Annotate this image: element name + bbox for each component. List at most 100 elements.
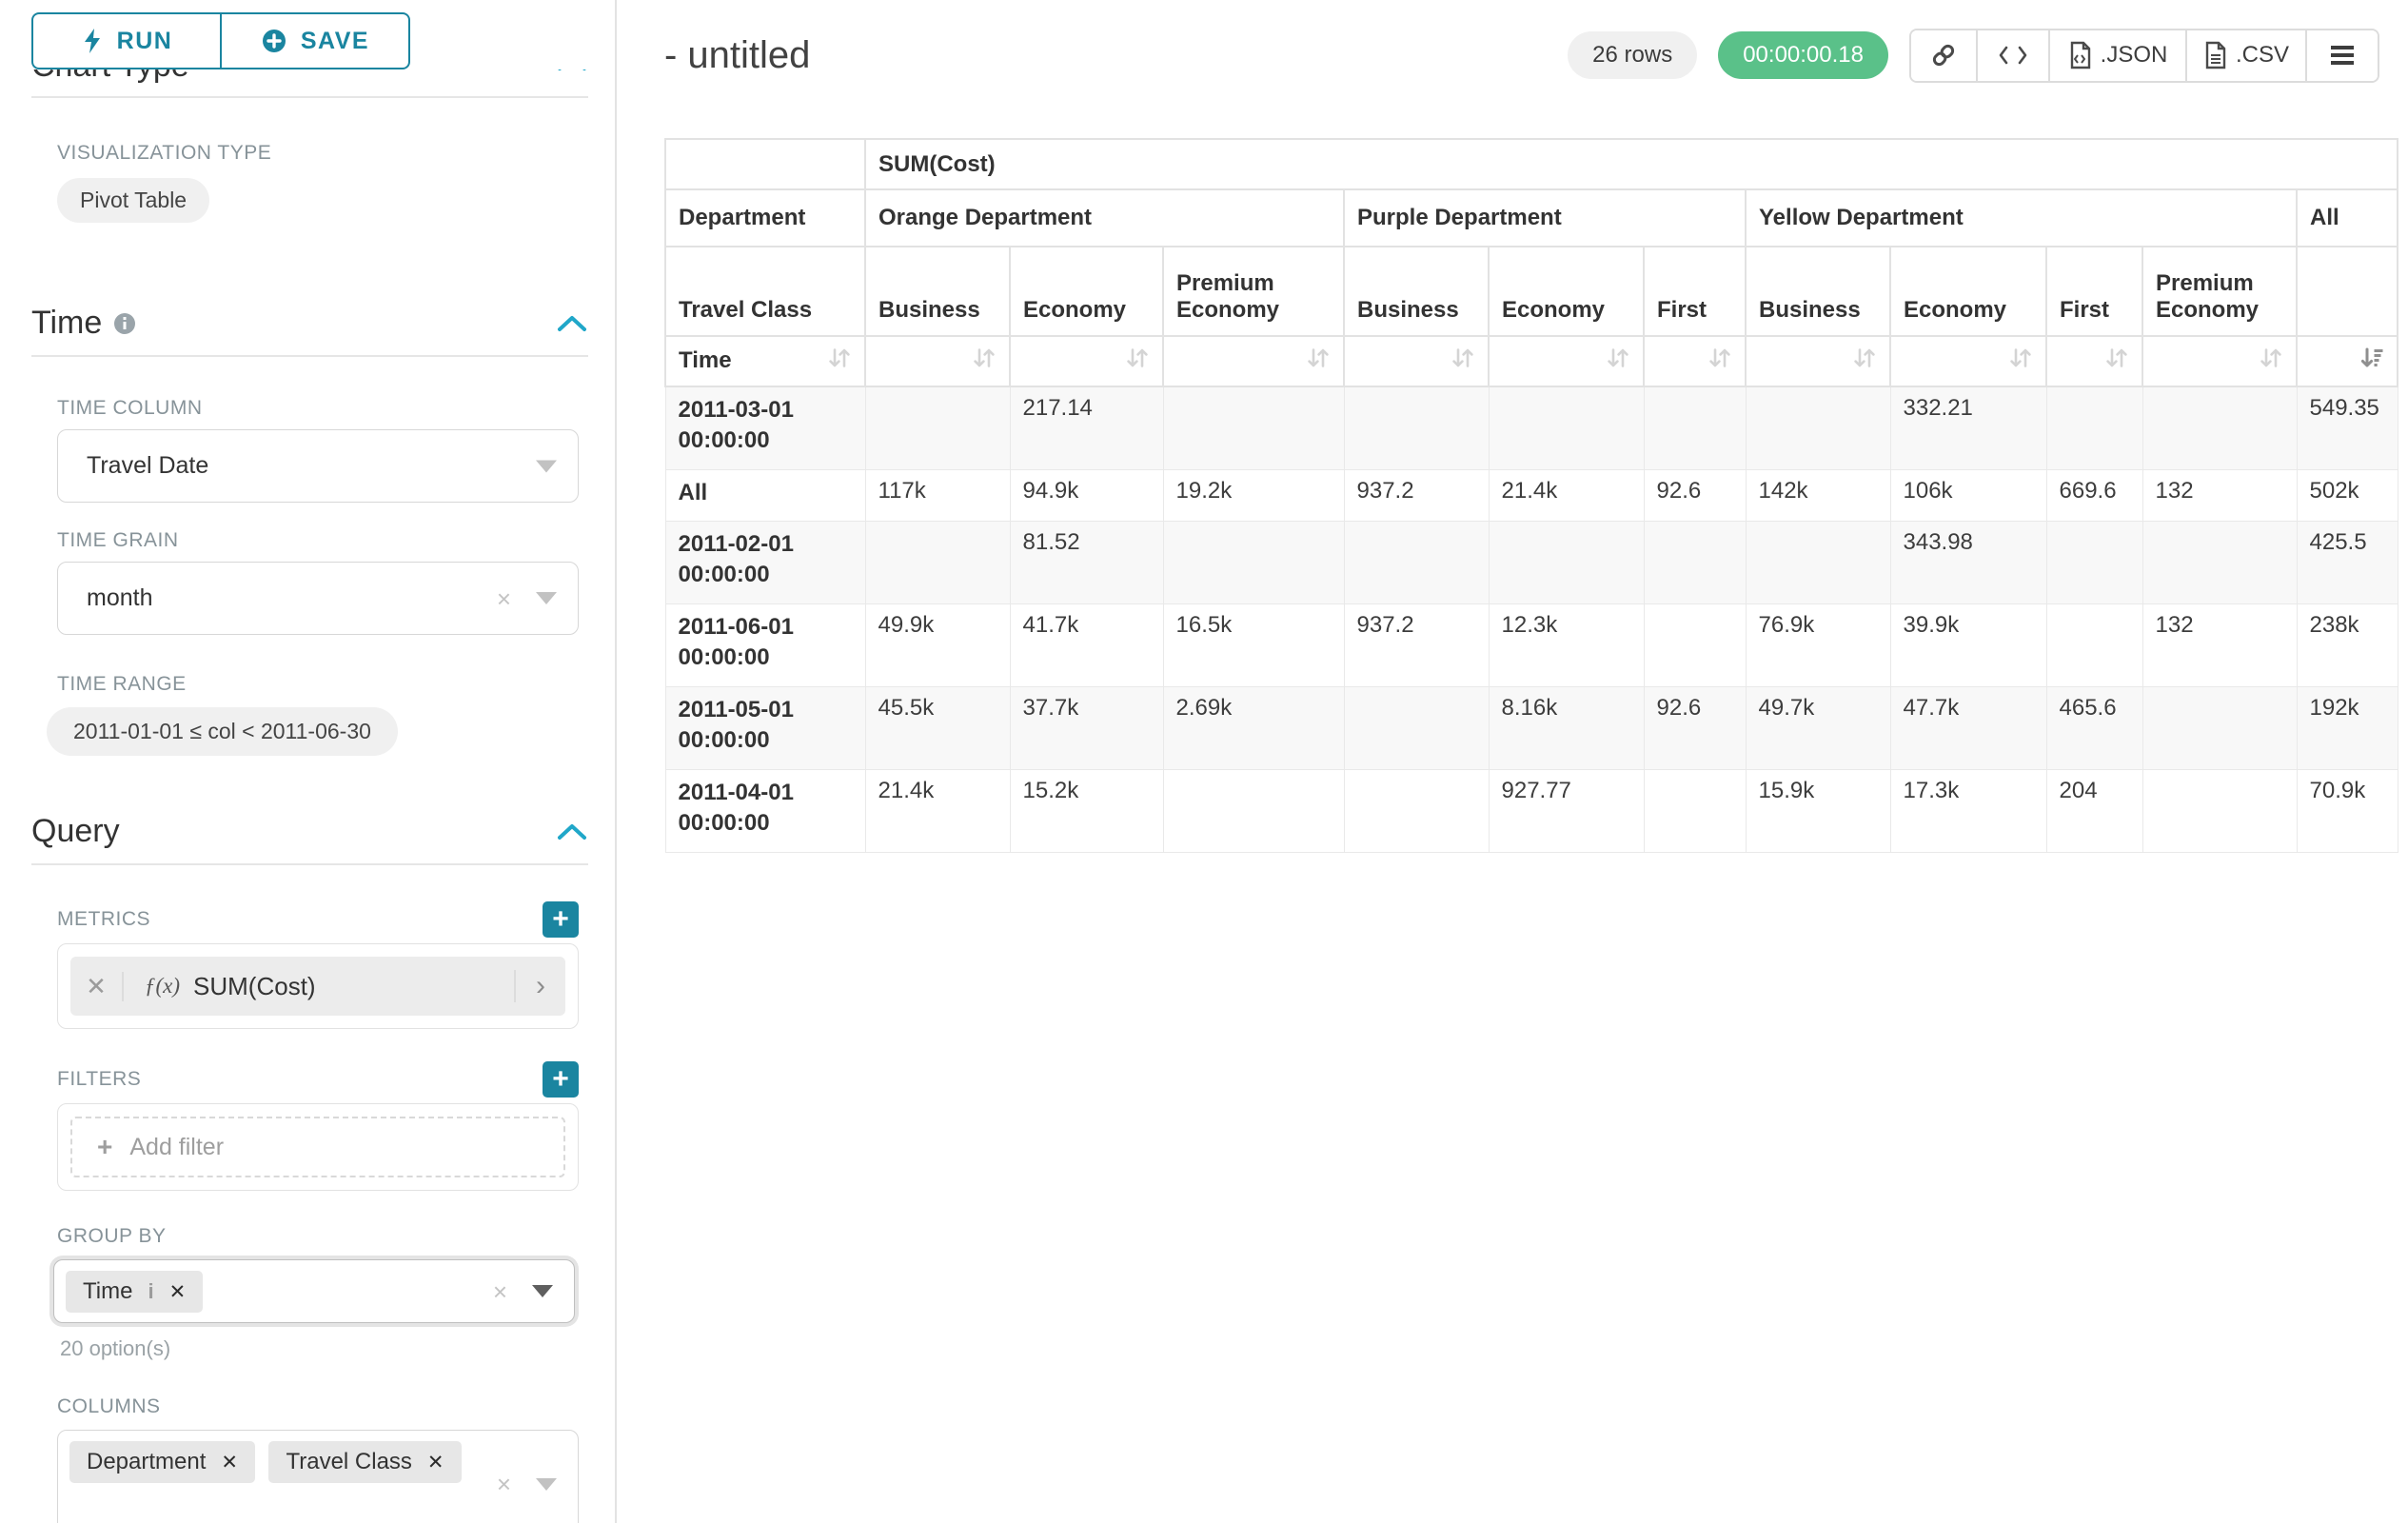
select-caret-icon — [532, 1285, 553, 1297]
pivot-value-cell — [1746, 386, 1890, 469]
sort-toggle-icon[interactable] — [2008, 346, 2033, 377]
add-filter-plus-button[interactable]: + — [543, 1061, 579, 1098]
tag-remove-icon[interactable]: ✕ — [427, 1451, 444, 1474]
pivot-value-cell: 332.21 — [1890, 386, 2046, 469]
pivot-value-cell: 217.14 — [1010, 386, 1163, 469]
filters-label: FILTERS — [57, 1068, 141, 1091]
save-button[interactable]: SAVE — [221, 12, 410, 69]
pivot-class-header: First — [1644, 247, 1746, 336]
share-link-button[interactable] — [1911, 30, 1978, 81]
section-collapse-chevron-icon[interactable] — [556, 822, 588, 841]
time-grain-label: TIME GRAIN — [57, 529, 588, 552]
sort-toggle-icon[interactable] — [1306, 346, 1331, 377]
sort-toggle-icon[interactable] — [1852, 346, 1877, 377]
export-json-button[interactable]: .JSON — [2050, 30, 2187, 81]
clear-icon[interactable]: × — [493, 1279, 507, 1304]
time-column-select[interactable]: Travel Date — [57, 429, 579, 503]
pivot-row-header: 2011-05-0100:00:00 — [665, 686, 865, 769]
sort-toggle-icon[interactable] — [1451, 346, 1475, 377]
clear-icon[interactable]: × — [497, 586, 511, 611]
pivot-data-row: 2011-06-0100:00:0049.9k41.7k16.5k937.212… — [665, 603, 2398, 686]
pivot-value-cell: 76.9k — [1746, 603, 1890, 686]
metric-name: SUM(Cost) — [193, 972, 316, 1001]
pivot-table: SUM(Cost)DepartmentOrange DepartmentPurp… — [664, 138, 2398, 853]
time-grain-select[interactable]: month × — [57, 562, 579, 635]
add-metric-button[interactable]: + — [543, 901, 579, 938]
pivot-value-cell: 49.7k — [1746, 686, 1890, 769]
time-section-header[interactable]: Time — [31, 305, 588, 342]
clear-icon[interactable]: × — [497, 1472, 511, 1496]
pivot-value-cell: 19.2k — [1163, 469, 1344, 521]
columns-tag-department[interactable]: Department ✕ — [69, 1441, 255, 1483]
pivot-value-cell: 17.3k — [1890, 769, 2046, 852]
pivot-value-cell: 132 — [2142, 469, 2297, 521]
pivot-value-cell — [2142, 386, 2297, 469]
remove-metric-icon[interactable]: ✕ — [70, 972, 124, 1001]
groupby-tag-time[interactable]: Time i ✕ — [66, 1271, 203, 1313]
pivot-class-header: Economy — [1489, 247, 1644, 336]
menu-button[interactable] — [2307, 30, 2378, 81]
export-csv-label: .CSV — [2236, 42, 2289, 69]
pivot-class-header: Business — [1746, 247, 1890, 336]
pivot-value-cell: 12.3k — [1489, 603, 1644, 686]
pivot-row-header: 2011-03-0100:00:00 — [665, 386, 865, 469]
columns-select[interactable]: Department ✕ Travel Class ✕ × — [57, 1430, 579, 1523]
pivot-sort-cell — [2046, 336, 2142, 386]
pivot-value-cell: 343.98 — [1890, 521, 2046, 603]
section-divider — [31, 355, 588, 357]
pivot-value-cell: 15.9k — [1746, 769, 1890, 852]
run-button[interactable]: RUN — [31, 12, 221, 69]
sort-toggle-icon[interactable] — [2259, 346, 2283, 377]
pivot-value-cell — [1344, 521, 1489, 603]
pivot-sort-cell — [1890, 336, 2046, 386]
section-collapse-chevron-icon[interactable] — [556, 314, 588, 333]
pivot-class-header: Economy — [1010, 247, 1163, 336]
pivot-value-cell: 45.5k — [865, 686, 1010, 769]
metric-pill[interactable]: ✕ ƒ(x) SUM(Cost) › — [70, 957, 565, 1016]
sort-toggle-icon[interactable] — [972, 346, 997, 377]
timer-badge: 00:00:00.18 — [1718, 31, 1888, 79]
pivot-value-cell — [1489, 386, 1644, 469]
pivot-row-header: All — [665, 469, 865, 521]
time-range-pill[interactable]: 2011-01-01 ≤ col < 2011-06-30 — [47, 707, 398, 756]
metrics-holder: ✕ ƒ(x) SUM(Cost) › — [57, 943, 579, 1029]
sort-toggle-icon[interactable] — [1125, 346, 1150, 377]
pivot-class-header: Premium Economy — [2142, 247, 2297, 336]
export-csv-button[interactable]: .CSV — [2187, 30, 2307, 81]
pivot-col-dimension-label: Department — [665, 189, 865, 247]
pivot-sort-cell — [1489, 336, 1644, 386]
pivot-class-header: Premium Economy — [1163, 247, 1344, 336]
pivot-data-row: 2011-03-0100:00:00217.14332.21549.35 — [665, 386, 2398, 469]
pivot-value-cell — [2142, 521, 2297, 603]
sort-toggle-icon[interactable] — [1707, 346, 1732, 377]
explore-view: Chart Type RUN SAVE VISUALIZATIO — [0, 0, 2408, 1523]
pivot-value-cell: 39.9k — [1890, 603, 2046, 686]
pivot-sort-cell — [1746, 336, 1890, 386]
sort-descending-active-icon[interactable] — [2359, 346, 2384, 377]
add-filter-dropzone[interactable]: + Add filter — [70, 1117, 565, 1177]
viz-type-pill[interactable]: Pivot Table — [57, 178, 209, 223]
pivot-value-cell — [865, 521, 1010, 603]
groupby-select[interactable]: Time i ✕ × — [53, 1259, 575, 1323]
metric-expand-caret-icon[interactable]: › — [514, 970, 565, 1002]
query-section-header[interactable]: Query — [31, 813, 588, 850]
pivot-value-cell: 81.52 — [1010, 521, 1163, 603]
time-section-title: Time — [31, 305, 102, 342]
pivot-value-cell: 15.2k — [1010, 769, 1163, 852]
tag-label: Travel Class — [286, 1449, 411, 1475]
pivot-row-header: 2011-04-0100:00:00 — [665, 769, 865, 852]
tag-info-icon[interactable]: i — [148, 1279, 153, 1304]
sort-toggle-icon[interactable] — [1606, 346, 1630, 377]
tag-remove-icon[interactable]: ✕ — [221, 1451, 238, 1474]
hamburger-icon — [2330, 45, 2355, 66]
pivot-value-cell — [1489, 521, 1644, 603]
chart-title[interactable]: - untitled — [664, 34, 810, 77]
pivot-value-cell — [1644, 386, 1746, 469]
code-icon — [1998, 43, 2028, 68]
columns-tag-travel-class[interactable]: Travel Class ✕ — [268, 1441, 461, 1483]
tag-remove-icon[interactable]: ✕ — [169, 1280, 187, 1304]
pivot-sort-cell — [1344, 336, 1489, 386]
sort-toggle-icon[interactable] — [827, 346, 852, 377]
sort-toggle-icon[interactable] — [2104, 346, 2129, 377]
view-query-button[interactable] — [1978, 30, 2050, 81]
